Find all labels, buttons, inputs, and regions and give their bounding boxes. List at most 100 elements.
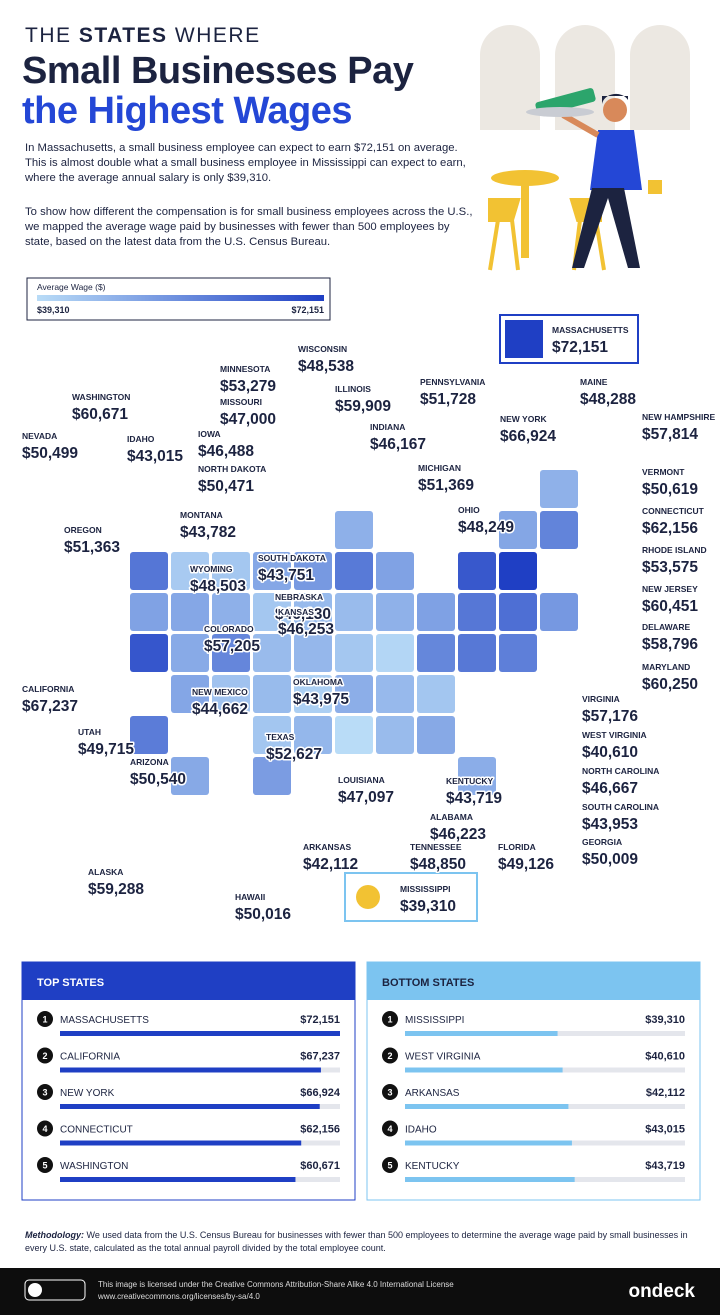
state-name: IDAHO: [405, 1125, 437, 1136]
state-wage: $67,237: [300, 1051, 340, 1063]
state-tile: [294, 675, 332, 713]
intro: In Massachusetts, a small business emplo…: [25, 142, 466, 184]
state-wage: $43,719: [446, 790, 502, 807]
bottom-panel: [366, 961, 701, 1201]
state-wage: $48,503: [190, 578, 246, 595]
state-name: MISSISSIPPI: [400, 884, 451, 894]
state-wage: $48,538: [298, 358, 354, 375]
state-wage: $60,671: [300, 1160, 340, 1172]
state-wage: $50,499: [22, 445, 78, 462]
state-tile: [335, 511, 373, 549]
state-name: ARKANSAS: [405, 1088, 460, 1099]
license: This image is licensed under the Creativ…: [98, 1280, 454, 1289]
state-wage: $53,279: [220, 378, 276, 395]
state-name: ARKANSAS: [303, 842, 352, 852]
state-tile: [376, 716, 414, 754]
state-wage: $51,369: [418, 477, 474, 494]
state-wage: $59,288: [88, 881, 144, 898]
state-name: PENNSYLVANIA: [420, 377, 485, 387]
rank-badge: [37, 1011, 53, 1027]
state-name: SOUTH CAROLINA: [582, 802, 659, 812]
state-name: CONNECTICUT: [60, 1125, 133, 1136]
rank-badge: [37, 1120, 53, 1137]
state-tile: [294, 716, 332, 754]
state-name: ALASKA: [88, 867, 123, 877]
state-tile: [171, 593, 209, 631]
state-wage: $51,728: [420, 391, 476, 408]
state-tile: [458, 593, 496, 631]
rankings: 1 MASSACHUSETTS $72,151 2 CALIFORNIA $67,237 3…: [37, 1011, 685, 1182]
legend-max: $72,151: [291, 305, 324, 315]
state-name: NORTH DAKOTA: [198, 464, 266, 474]
state-tile: [376, 634, 414, 672]
state-name: DELAWARE: [642, 622, 691, 632]
kicker: THE STATES WHERE: [25, 24, 261, 48]
state-tile: [294, 593, 332, 631]
bar: [405, 1140, 572, 1146]
state-name: MISSOURI: [220, 397, 262, 407]
state-name: COLORADO: [204, 624, 254, 634]
state-tile: [253, 552, 291, 590]
legend-scale: [37, 295, 324, 301]
state-wage: $72,151: [552, 339, 608, 356]
state-wage: $44,662: [192, 701, 248, 718]
rank: 5: [42, 1161, 47, 1171]
state-wage: $51,363: [64, 539, 120, 556]
methodology-text: We used data from the U.S. Census Bureau…: [25, 1230, 688, 1253]
state-wage: $42,112: [303, 856, 358, 873]
state-tile: [130, 716, 168, 754]
license-url: www.creativecommons.org/licenses/by-sa/4…: [97, 1292, 260, 1301]
state-tile: [253, 757, 291, 795]
rank: 2: [42, 1051, 47, 1061]
state-wage: $50,016: [235, 906, 291, 923]
state-tile: [253, 634, 291, 672]
rank: 1: [42, 1015, 47, 1025]
state-name: FLORIDA: [498, 842, 536, 852]
state-wage: $46,167: [370, 436, 426, 453]
rank-badge: [37, 1047, 53, 1064]
state-name: OHIO: [458, 505, 480, 515]
state-name: SOUTH DAKOTA: [258, 553, 326, 563]
legend-min: $39,310: [37, 305, 70, 315]
state-wage: $46,253: [278, 621, 334, 638]
state-tile: [540, 511, 578, 549]
state-tile: [376, 552, 414, 590]
state-wage: $40,610: [582, 744, 638, 761]
rank: 4: [387, 1124, 392, 1134]
state-name: VERMONT: [642, 467, 685, 477]
callout-icon: [505, 320, 543, 358]
bar: [60, 1140, 302, 1146]
state-wage: $43,975: [293, 691, 349, 708]
state-wage: $42,112: [646, 1087, 685, 1099]
state-tile: [376, 593, 414, 631]
state-name: RHODE ISLAND: [642, 545, 707, 555]
state-wage: $57,814: [642, 426, 698, 443]
state-name: CONNECTICUT: [642, 506, 705, 516]
state-name: WEST VIRGINIA: [582, 730, 647, 740]
state-tile: [130, 552, 168, 590]
bar: [405, 1031, 558, 1036]
rank-badge: [382, 1047, 398, 1064]
state-wage: $66,924: [300, 1087, 341, 1099]
state-name: TENNESSEE: [410, 842, 462, 852]
state-tile: [335, 552, 373, 590]
state-wage: $60,451: [642, 598, 698, 615]
bar: [405, 1177, 575, 1182]
rank: 5: [387, 1161, 392, 1171]
state-labels: MASSACHUSETTS $72,151 WISCONSIN $48,538 MINN…: [21, 324, 718, 925]
bar: [60, 1031, 340, 1036]
state-tile: [417, 634, 455, 672]
state-tile: [335, 675, 373, 713]
callout-icon: [356, 885, 380, 909]
state-name: NEBRASKA: [275, 592, 323, 602]
state-tile: [130, 634, 168, 672]
state-tile: [171, 675, 209, 713]
state-tile: [212, 675, 250, 713]
footer: [0, 1268, 720, 1315]
state-name: MISSISSIPPI: [405, 1015, 464, 1026]
bar: [60, 1104, 320, 1109]
state-name: NEW MEXICO: [192, 687, 248, 697]
state-name: GEORGIA: [582, 837, 622, 847]
rank-badge: [37, 1084, 53, 1100]
